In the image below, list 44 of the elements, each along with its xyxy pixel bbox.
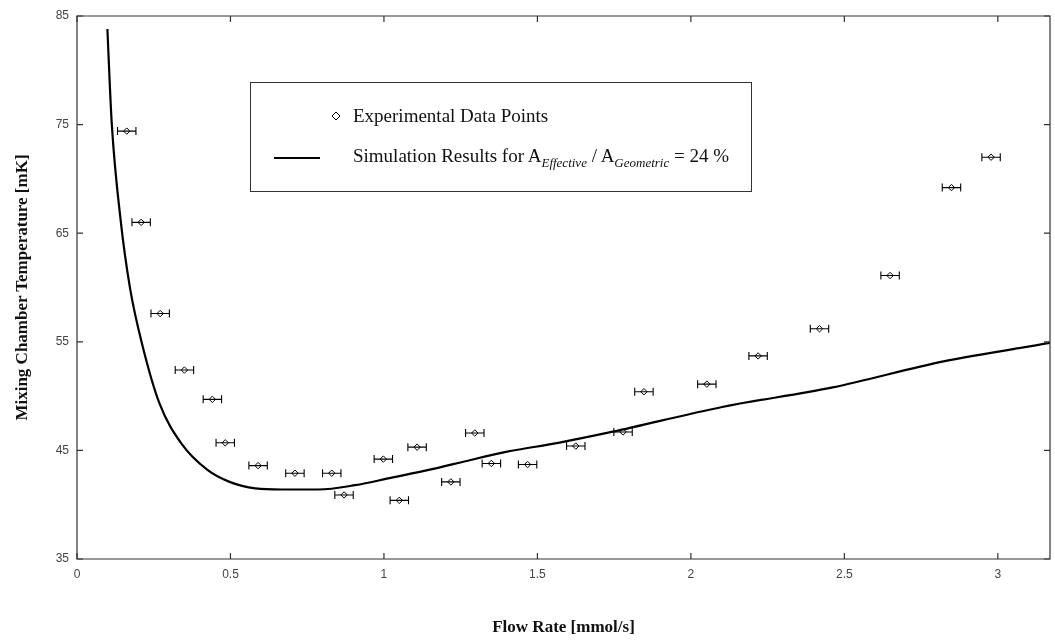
point (254, 461, 262, 470)
x-tick-label: 0.5 (222, 566, 240, 581)
point (123, 127, 131, 135)
x-tick-label: 2.5 (836, 566, 854, 581)
point (137, 218, 145, 227)
point (886, 271, 894, 280)
x-axis-title: Flow Rate [mmol/s] (492, 617, 635, 637)
y-tick-label: 75 (55, 116, 70, 131)
y-axis-title: Mixing Chamber Temperature [mK] (11, 154, 31, 421)
y-tick-label: 55 (55, 334, 70, 349)
line-series (106, 27, 1050, 491)
point (413, 443, 421, 451)
point (987, 153, 995, 161)
point (947, 183, 956, 192)
point (328, 469, 336, 477)
y-tick-label: 85 (55, 8, 70, 23)
point (395, 496, 403, 505)
y-tick-label: 35 (55, 551, 70, 566)
point (471, 429, 479, 437)
point (180, 366, 189, 374)
point (523, 460, 532, 469)
y-tick-label: 45 (55, 442, 70, 457)
legend-label: Experimental Data Points (353, 105, 549, 127)
x-tick-label: 1 (380, 566, 388, 581)
point (754, 352, 762, 360)
point (221, 439, 229, 447)
x-tick-label: 3 (994, 566, 1002, 581)
x-tick-label: 2 (687, 566, 695, 581)
point (703, 380, 711, 388)
point (619, 428, 627, 436)
point (815, 325, 824, 333)
x-tick-label: 1.5 (529, 566, 547, 581)
point (291, 469, 299, 477)
point (340, 491, 348, 499)
point (156, 309, 164, 318)
point (640, 388, 648, 396)
legend-label: Simulation Results for A$_{Effective}$ / A$_{Geometric}$ = 24 % (353, 145, 730, 171)
point (487, 459, 496, 468)
point (447, 478, 455, 486)
y-tick-label: 65 (55, 225, 70, 240)
point (208, 395, 217, 404)
point (379, 455, 388, 463)
point (572, 442, 580, 450)
x-tick-label: 0 (73, 566, 81, 581)
